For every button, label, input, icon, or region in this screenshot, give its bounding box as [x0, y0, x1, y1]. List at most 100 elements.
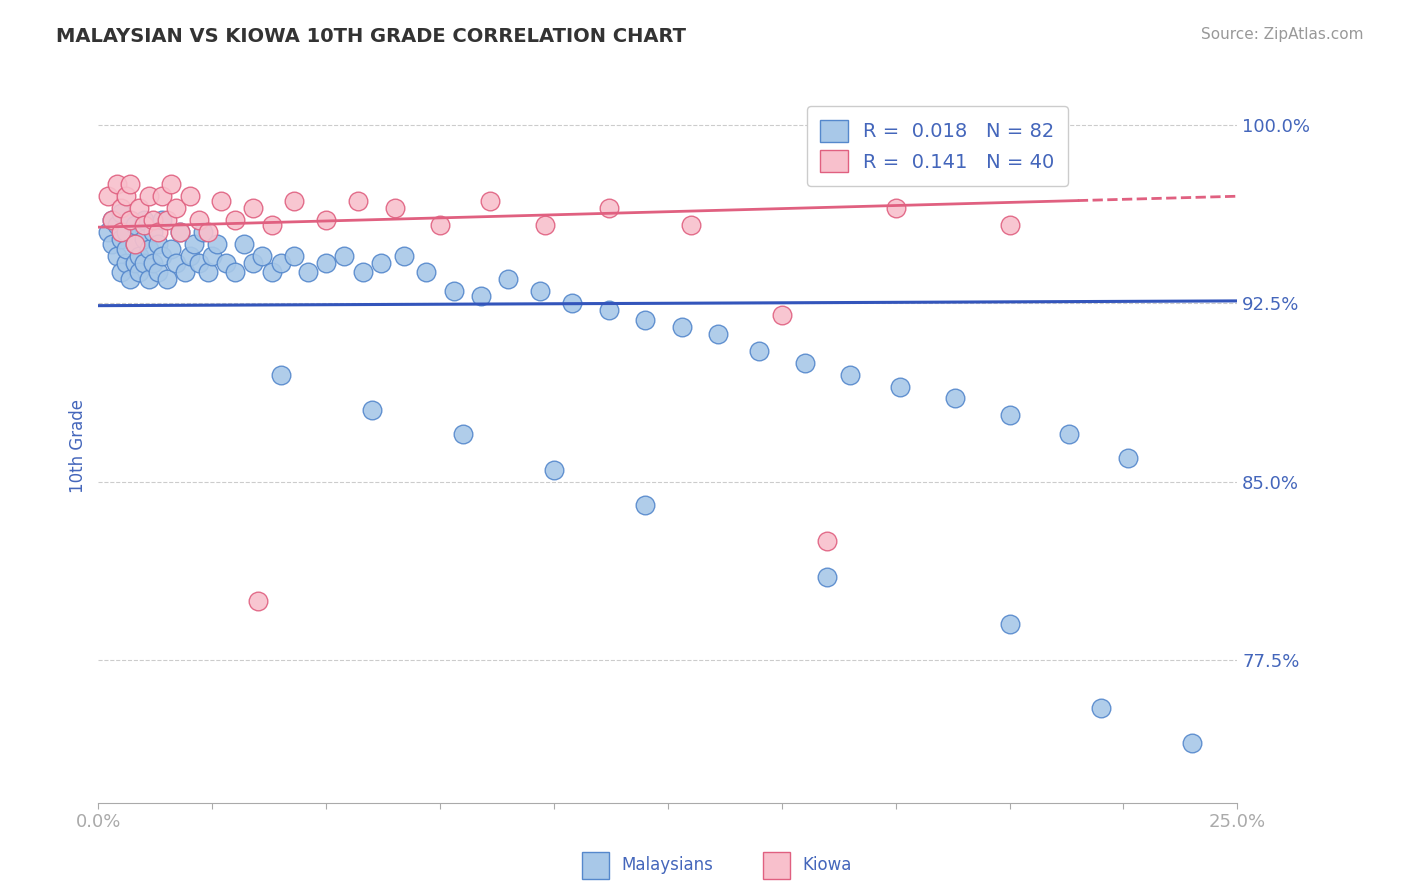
Point [1090, 700, 1112, 714]
Point [360, 403, 382, 417]
Point [242, 256, 264, 270]
Point [297, 265, 319, 279]
Point [224, 265, 246, 279]
Point [96, 189, 118, 203]
Point [998, 408, 1021, 422]
Point [415, 265, 437, 279]
Point [142, 256, 165, 270]
Point [233, 236, 256, 251]
Point [998, 617, 1021, 632]
Point [246, 593, 269, 607]
Point [815, 570, 838, 584]
Y-axis label: 10th Grade: 10th Grade [69, 399, 87, 493]
Point [815, 534, 838, 549]
Point [260, 218, 283, 232]
Point [124, 218, 146, 232]
Point [114, 225, 136, 239]
Point [128, 265, 150, 279]
Point [132, 256, 155, 270]
Point [392, 249, 415, 263]
Point [138, 272, 160, 286]
Point [156, 213, 179, 227]
Point [110, 225, 132, 239]
Point [146, 236, 169, 251]
Point [142, 213, 165, 227]
Point [634, 499, 657, 513]
Point [543, 463, 565, 477]
Point [707, 327, 730, 342]
Point [443, 285, 465, 299]
Bar [762, 852, 790, 879]
Point [283, 194, 305, 208]
Point [128, 249, 150, 263]
Point [174, 265, 197, 279]
Point [598, 201, 620, 215]
Point [748, 343, 770, 358]
Point [884, 201, 907, 215]
Point [270, 368, 292, 382]
Point [260, 265, 283, 279]
Point [124, 236, 146, 251]
Point [150, 213, 173, 227]
Point [479, 194, 502, 208]
Point [160, 178, 183, 192]
Point [370, 256, 392, 270]
Point [110, 265, 132, 279]
Point [598, 303, 620, 318]
Point [889, 379, 911, 393]
Point [110, 201, 132, 215]
Point [347, 194, 370, 208]
Point [110, 206, 132, 220]
Legend: R =  0.018   N = 82, R =  0.141   N = 40: R = 0.018 N = 82, R = 0.141 N = 40 [807, 106, 1069, 186]
Point [183, 236, 205, 251]
Point [197, 265, 219, 279]
Point [128, 201, 150, 215]
Point [165, 256, 187, 270]
Point [165, 201, 187, 215]
Point [156, 272, 179, 286]
Point [101, 213, 124, 227]
Point [1181, 736, 1204, 750]
Point [498, 272, 520, 286]
Point [1057, 427, 1080, 442]
Point [169, 225, 191, 239]
Point [110, 232, 132, 246]
Point [671, 320, 693, 334]
Point [839, 368, 862, 382]
Point [534, 218, 557, 232]
Point [146, 265, 169, 279]
Point [132, 218, 155, 232]
Point [101, 236, 124, 251]
Point [96, 225, 118, 239]
Point [252, 249, 274, 263]
Point [138, 189, 160, 203]
Point [179, 249, 201, 263]
Point [242, 201, 264, 215]
Point [634, 313, 657, 327]
Text: MALAYSIAN VS KIOWA 10TH GRADE CORRELATION CHART: MALAYSIAN VS KIOWA 10TH GRADE CORRELATIO… [56, 27, 686, 45]
Point [146, 225, 169, 239]
Point [209, 194, 232, 208]
Point [770, 308, 793, 322]
Point [270, 256, 292, 270]
Point [201, 249, 224, 263]
Point [187, 256, 209, 270]
Bar [582, 852, 609, 879]
Point [169, 225, 191, 239]
Point [943, 392, 966, 406]
Point [384, 201, 406, 215]
Point [150, 189, 173, 203]
Point [101, 213, 124, 227]
Point [429, 218, 451, 232]
Point [352, 265, 374, 279]
Point [187, 213, 209, 227]
Point [793, 356, 815, 370]
Point [205, 236, 228, 251]
Point [224, 213, 246, 227]
Point [150, 249, 173, 263]
Point [333, 249, 356, 263]
Point [124, 256, 146, 270]
Point [179, 189, 201, 203]
Point [1116, 450, 1139, 465]
Point [197, 225, 219, 239]
